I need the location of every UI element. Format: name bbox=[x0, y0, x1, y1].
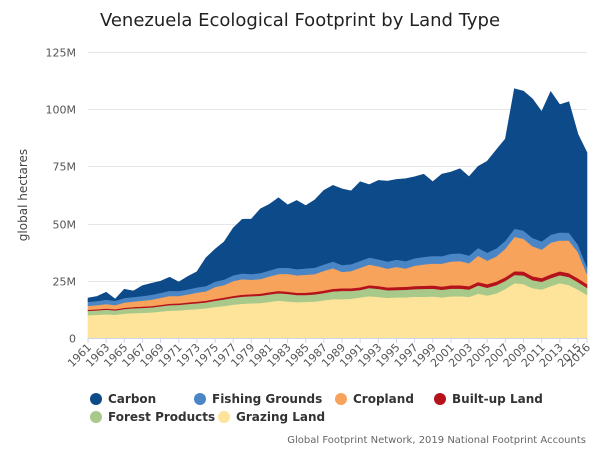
x-tick-label: 2016 bbox=[564, 341, 593, 370]
legend-label-carbon[interactable]: Carbon bbox=[108, 392, 156, 406]
x-axis-ticks: 1961196319651967196919711973197519771979… bbox=[65, 338, 593, 370]
y-axis-ticks: 0 25M 50M 75M 100M 125M bbox=[46, 47, 77, 346]
legend-marker-forest-products bbox=[90, 411, 102, 423]
area-carbon bbox=[87, 88, 588, 303]
legend-label-forest-products[interactable]: Forest Products bbox=[108, 410, 215, 424]
credit-text: Global Footprint Network, 2019 National … bbox=[287, 435, 586, 446]
y-tick-label: 125M bbox=[46, 47, 77, 60]
legend-label-cropland[interactable]: Cropland bbox=[353, 392, 414, 406]
y-tick-label: 100M bbox=[46, 104, 77, 117]
chart-title: Venezuela Ecological Footprint by Land T… bbox=[100, 10, 500, 31]
y-axis-label: global hectares bbox=[16, 149, 30, 241]
y-tick-label: 75M bbox=[53, 161, 77, 174]
legend-marker-cropland bbox=[335, 393, 347, 405]
y-tick-label: 25M bbox=[53, 276, 77, 289]
legend-marker-carbon bbox=[90, 393, 102, 405]
legend-label-grazing-land[interactable]: Grazing Land bbox=[236, 410, 325, 424]
legend-marker-fishing-grounds bbox=[194, 393, 206, 405]
y-tick-label: 0 bbox=[69, 333, 76, 346]
legend-label-fishing-grounds[interactable]: Fishing Grounds bbox=[212, 392, 322, 406]
legend-marker-grazing-land bbox=[218, 411, 230, 423]
legend: Carbon Fishing Grounds Cropland Built-up La… bbox=[90, 392, 543, 424]
y-tick-label: 50M bbox=[53, 219, 77, 232]
area-series bbox=[87, 88, 588, 339]
legend-label-built-up-land[interactable]: Built-up Land bbox=[452, 392, 543, 406]
legend-marker-built-up-land bbox=[434, 393, 446, 405]
